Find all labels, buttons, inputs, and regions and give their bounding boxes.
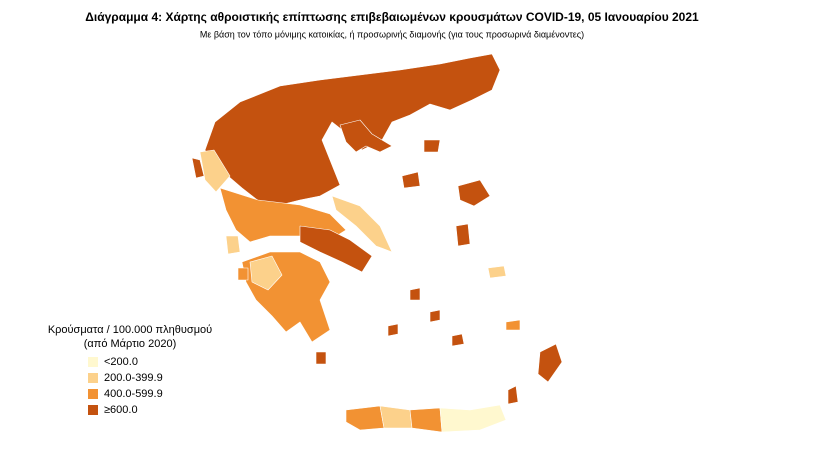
region (331, 195, 393, 253)
region (225, 235, 241, 255)
region (537, 343, 563, 383)
region (401, 171, 421, 189)
region (379, 405, 413, 429)
region (237, 267, 249, 281)
legend-label: 200.0-399.9 (104, 372, 163, 384)
region (409, 407, 443, 433)
region (315, 351, 327, 365)
region (439, 404, 507, 433)
legend-swatch (88, 389, 98, 399)
legend-swatch (88, 357, 98, 367)
legend-swatch (88, 373, 98, 383)
legend-title: Κρούσματα / 100.000 πληθυσμού (48, 324, 212, 336)
region (507, 385, 519, 405)
region (487, 265, 507, 279)
region (345, 405, 385, 431)
legend-label: ≥600.0 (104, 404, 138, 416)
legend: Κρούσματα / 100.000 πληθυσμού (από Μάρτι… (48, 324, 212, 416)
region (423, 139, 441, 153)
region (387, 323, 399, 337)
region (457, 179, 491, 207)
region (299, 225, 373, 273)
region (505, 319, 521, 331)
map (191, 53, 563, 433)
region (451, 333, 465, 347)
region (339, 119, 393, 153)
region (199, 149, 231, 193)
legend-subtitle: (από Μάρτιο 2020) (84, 338, 177, 350)
legend-swatch (88, 405, 98, 415)
subtitle: Με βάση τον τόπο μόνιμης κατοικίας, ή πρ… (200, 29, 584, 39)
region (409, 287, 421, 301)
region (455, 223, 471, 247)
legend-label: 400.0-599.9 (104, 388, 163, 400)
legend-label: <200.0 (104, 356, 138, 368)
region (191, 157, 205, 179)
region (429, 309, 441, 323)
title: Διάγραμμα 4: Χάρτης αθροιστικής επίπτωση… (85, 10, 699, 24)
region (249, 255, 283, 291)
